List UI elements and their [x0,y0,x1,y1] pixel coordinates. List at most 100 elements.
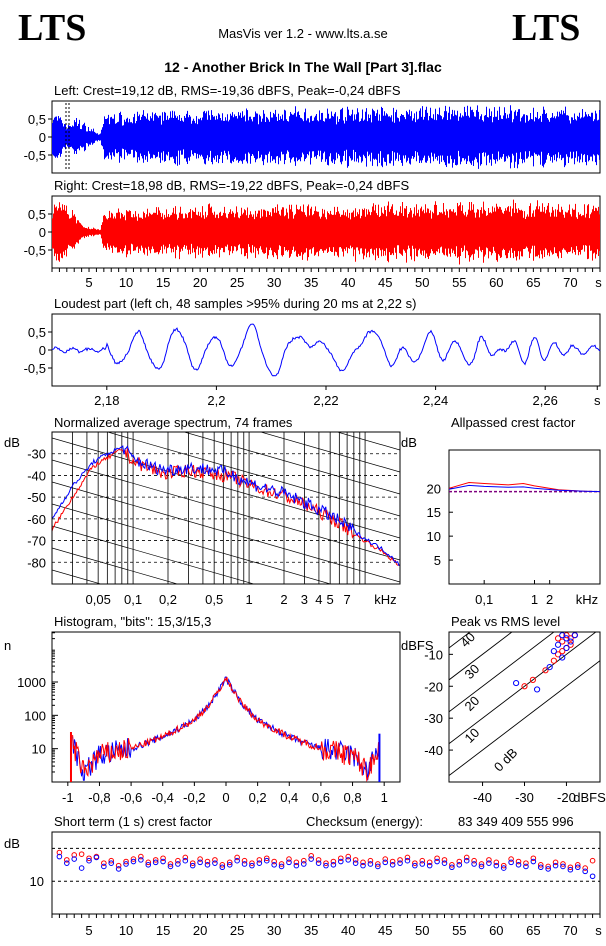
peak-rms-ytick-label: -20 [424,679,443,694]
spectrum-slope-line [52,306,400,406]
short-crest-point [189,862,196,869]
short-crest-point [115,866,122,872]
short-crest-point [138,857,144,863]
wave-xtick-label: 30 [267,275,281,290]
peak-rms-point [563,644,570,652]
short-crest-point [64,857,70,863]
short-crest-point [589,873,596,880]
short-crest-point [138,853,144,860]
short-crest-point [271,858,277,865]
short-crest-point [152,857,159,863]
short-crest-point [78,851,85,857]
peak-rms-ytick-label: -30 [424,711,443,726]
loudest-ytick-label: -0,5 [24,361,46,376]
loudest-xtick-label: 2,24 [423,393,448,408]
histogram-xtick-label: 0,4 [280,790,298,805]
histogram-ytick-label: 10 [32,742,46,757]
spectrum-slope-line [182,432,400,495]
short-crest-point [160,858,166,865]
histogram-xtick-label: 0,2 [249,790,267,805]
app-title: MasVis ver 1.2 - www.lts.a.se [218,26,388,41]
short-crest-point [249,862,255,869]
short-crest-point [278,861,285,867]
short-crest-point [189,860,196,866]
spectrum-slope-line [106,432,400,517]
wave-xtick-label: 50 [415,275,429,290]
short-crest-xtick-label: 30 [267,923,281,938]
short-crest-point [160,855,166,862]
short-crest-point [263,855,270,862]
peak-rms-title: Peak vs RMS level [451,614,560,629]
lts-logo-left: LTS [18,7,87,49]
histogram-series-line [72,676,380,783]
wave-xtick-label: 65 [526,275,540,290]
short-crest-point [426,862,433,869]
short-crest-point [256,857,263,863]
short-crest-point [367,861,374,867]
short-crest-point [508,856,514,862]
short-crest-point [397,860,403,866]
short-crest-point [300,857,307,864]
short-crest-point [286,856,292,862]
short-crest-point [515,862,522,868]
histogram-xtick-label: -0,6 [120,790,142,805]
short-crest-point [441,857,448,863]
short-crest-point [300,861,307,867]
short-crest-point [71,852,78,858]
short-crest-point [412,862,418,869]
spectrum-series-line [52,448,400,566]
short-crest-point [404,854,411,861]
short-crest-point [523,863,529,870]
short-crest-point [589,857,596,864]
short-crest-point [412,860,418,866]
short-crest-point [175,861,181,867]
allpass-xtick-label: 0,1 [475,592,493,607]
peak-rms-point [554,641,562,648]
peak-rms-ytick-label: -40 [424,743,443,758]
short-crest-point [582,865,588,871]
short-crest-xtick-label: 25 [230,923,244,938]
histogram-xtick-label: 0,8 [344,790,362,805]
short-crest-point [219,862,226,868]
short-crest-point [145,859,152,866]
wave-xtick-label: 25 [230,275,244,290]
short-crest-point [330,858,337,865]
allpass-ylabel: dB [401,435,417,450]
short-crest-point [389,858,396,865]
spectrum-slope-line [52,547,179,584]
loudest-xtick-label: 2,22 [313,393,338,408]
wave-xtick-label: 55 [452,275,466,290]
right-channel-ytick-label: 0 [39,225,46,240]
spectrum-slope-line [52,240,400,340]
peak-rms-point [542,667,549,674]
spectrum-slope-line [52,437,400,539]
spectrum-frame [51,431,401,585]
left-channel-ytick-label: 0,5 [28,112,46,127]
short-crest-point [493,859,500,866]
short-crest-point [234,857,240,864]
short-crest-point [382,856,389,862]
checksum-value: 83 349 409 555 996 [458,814,574,829]
spectrum-ytick-label: -80 [27,555,46,570]
spectrum-ytick-label: -60 [27,512,46,527]
short-crest-point [101,863,107,870]
spectrum-series-line [52,445,400,566]
short-crest-point [463,854,470,861]
short-crest-xtick-label: 40 [341,923,355,938]
short-crest-point [182,857,189,864]
short-crest-xtick-label: 65 [526,923,540,938]
spectrum-xtick-label: 3 [301,592,308,607]
histogram-xtick-label: -0,4 [152,790,174,805]
short-crest-point [345,857,352,863]
short-crest-point [263,857,270,864]
peak-rms-xtick-label: -40 [473,790,492,805]
short-crest-point [530,858,537,865]
spectrum-xtick-label: 0,2 [159,592,177,607]
wave-xtick-label: 40 [341,275,355,290]
peak-rms-point [533,686,541,693]
spectrum-xtick-label: kHz [374,592,396,607]
short-crest-point [567,866,574,873]
peak-rms-xtick-label: -30 [515,790,534,805]
spectrum-slope-line [52,614,400,714]
short-crest-point [389,862,396,868]
